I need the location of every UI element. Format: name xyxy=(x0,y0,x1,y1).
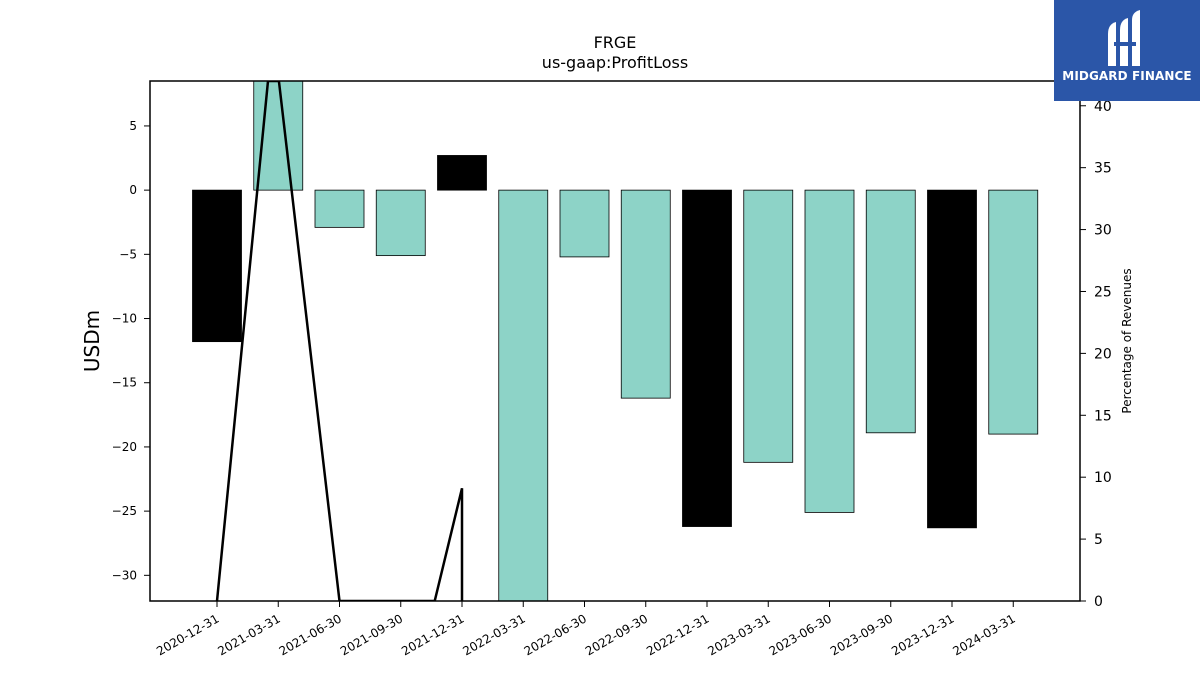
x-tick-label: 2023-09-30 xyxy=(828,611,895,658)
x-tick-label: 2023-12-31 xyxy=(889,611,956,658)
x-tick-label: 2023-06-30 xyxy=(767,611,834,658)
bar-2020-12-31 xyxy=(192,189,242,343)
bar-2024-03-31 xyxy=(988,189,1039,435)
x-tick-label: 2022-09-30 xyxy=(583,611,650,658)
y2-tick-label: 30 xyxy=(1094,223,1112,239)
y-tick-label: −5 xyxy=(119,247,137,261)
x-tick-label: 2021-09-30 xyxy=(338,611,405,658)
bar-2023-06-30 xyxy=(804,189,855,513)
bar-2022-12-31 xyxy=(682,189,732,527)
logo-text: MIDGARD FINANCE xyxy=(1062,69,1192,83)
x-tick-label: 2024-03-31 xyxy=(950,611,1017,658)
x-tick-label: 2023-03-31 xyxy=(705,611,772,658)
bar-2023-12-31 xyxy=(927,189,977,529)
chart-subtitle: us-gaap:ProfitLoss xyxy=(542,53,688,72)
x-tick-label: 2021-12-31 xyxy=(399,611,466,658)
bar-2022-09-30 xyxy=(620,189,671,399)
bar-2022-06-30 xyxy=(559,189,610,258)
x-tick-label: 2021-06-30 xyxy=(277,611,344,658)
y-tick-label: −10 xyxy=(112,312,137,326)
y2-tick-label: 5 xyxy=(1094,532,1103,548)
revenue-pct-line xyxy=(215,81,464,601)
x-tick-label: 2022-12-31 xyxy=(644,611,711,658)
y2-tick-label: 0 xyxy=(1094,594,1103,610)
x-tick-label: 2021-03-31 xyxy=(215,611,282,658)
y2-tick-label: 20 xyxy=(1094,346,1112,362)
y2-tick-label: 40 xyxy=(1094,99,1112,115)
y-tick-label: −15 xyxy=(112,376,137,390)
y2-tick-label: 25 xyxy=(1094,284,1112,300)
y2-axis-label: Percentage of Revenues xyxy=(1120,268,1134,413)
y-tick-label: 0 xyxy=(129,183,137,197)
bar-2021-12-31 xyxy=(437,155,487,191)
bar-2023-09-30 xyxy=(865,189,916,434)
y-tick-label: −20 xyxy=(112,440,137,454)
bar-2021-06-30 xyxy=(314,189,365,228)
y-tick-label: 5 xyxy=(129,119,137,133)
y-tick-label: −30 xyxy=(112,568,137,582)
x-tick-label: 2022-06-30 xyxy=(522,611,589,658)
bar-2023-03-31 xyxy=(743,189,794,463)
bar-2021-09-30 xyxy=(375,189,426,257)
y-axis-label: USDm xyxy=(80,310,104,372)
bar-2021-03-31 xyxy=(253,81,304,191)
y2-tick-label: 10 xyxy=(1094,470,1112,486)
logo-mark-icon xyxy=(1108,10,1140,66)
midgard-finance-logo: MIDGARD FINANCE xyxy=(1054,0,1200,101)
bar-2022-03-31 xyxy=(498,189,549,601)
y2-tick-label: 35 xyxy=(1094,161,1112,177)
y-tick-label: −25 xyxy=(112,504,137,518)
chart-title: FRGE xyxy=(594,33,637,52)
x-tick-label: 2022-03-31 xyxy=(460,611,527,658)
plot-frame xyxy=(149,80,1081,602)
y2-tick-label: 15 xyxy=(1094,408,1112,424)
x-tick-label: 2020-12-31 xyxy=(154,611,221,658)
